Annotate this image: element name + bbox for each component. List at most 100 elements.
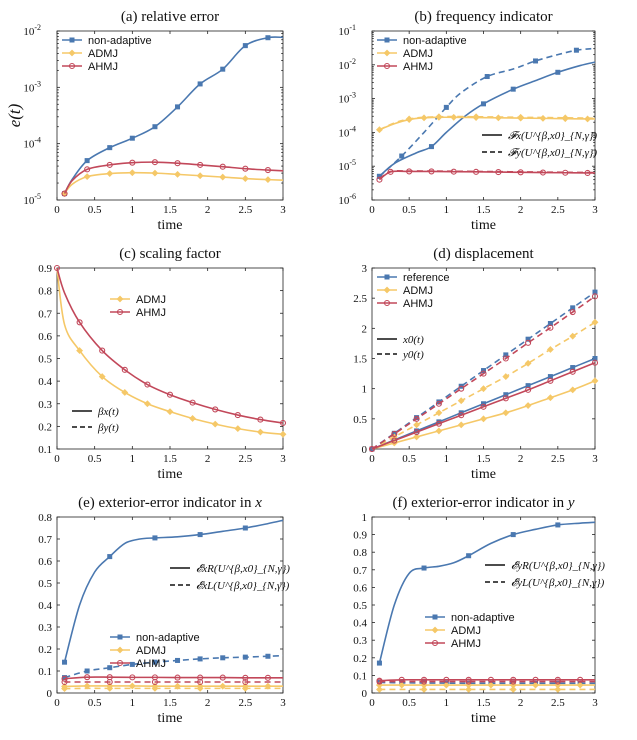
data-point	[443, 676, 450, 683]
data-point	[569, 368, 576, 375]
data-point	[480, 385, 487, 393]
x-tick-label: 0.5	[88, 697, 102, 709]
y-tick-label: 0.2	[38, 421, 52, 433]
data-point	[53, 264, 61, 272]
data-point	[502, 409, 510, 417]
series-group	[61, 519, 284, 693]
x-tick-label: 1.5	[477, 204, 491, 216]
data-point	[546, 394, 554, 402]
data-point	[510, 678, 517, 685]
x-tick-label: 2.5	[238, 697, 252, 709]
legend-label: AHMJ	[136, 307, 166, 319]
data-point	[98, 373, 106, 381]
x-tick-label: 1.5	[477, 453, 491, 465]
data-point	[413, 429, 420, 436]
data-point	[517, 113, 525, 121]
x-tick-label: 0	[369, 204, 375, 216]
legend-label: ADMJ	[403, 285, 433, 297]
y-tick-label: 0.2	[353, 653, 367, 665]
data-point	[166, 408, 174, 416]
data-point	[584, 115, 591, 123]
data-point	[174, 674, 181, 681]
data-point	[121, 389, 129, 396]
data-point	[420, 678, 428, 685]
series-line	[56, 267, 284, 424]
y-tick-label: 0.1	[38, 444, 52, 456]
data-point	[279, 430, 287, 438]
x-axis-label: time	[471, 467, 496, 482]
data-point	[106, 161, 113, 168]
series-line	[371, 295, 596, 450]
data-point	[242, 654, 248, 660]
data-point	[220, 66, 226, 72]
y-tick-label: 1	[362, 512, 368, 524]
series-line	[64, 654, 284, 679]
legend-label: ADMJ	[88, 48, 118, 60]
x-tick-label: 2.5	[551, 453, 565, 465]
x-axis-label: time	[471, 711, 496, 726]
y-tick-label: 1	[362, 384, 368, 396]
style-legend-label: 𝓔yR(U^{β,x0}_{N,γ})	[511, 560, 605, 572]
series-line	[378, 169, 596, 180]
data-point	[264, 176, 272, 184]
data-point	[151, 684, 159, 692]
data-point	[391, 437, 398, 444]
data-point	[503, 352, 509, 358]
panel-title: (f) exterior-error indicator in y	[392, 495, 574, 511]
style-legend: 𝓕x(U^{β,x0}_{N,γ}) 𝓕y(U^{β,x0}_{N,γ})	[482, 130, 597, 159]
data-point	[197, 161, 204, 168]
style-legend: 𝓔xR(U^{β,x0}_{N,γ}) 𝓔xL(U^{β,x0}_{N,γ})	[170, 563, 290, 592]
series-line	[63, 171, 284, 195]
panel-b: (b) frequency indicator 0 0.5 1 1.5 2 2.5 3 10-6…	[338, 9, 598, 233]
legend-marker-ADMJ	[116, 646, 124, 654]
data-point	[84, 166, 91, 173]
data-point	[376, 660, 382, 666]
legend-marker-AHMJ	[431, 639, 439, 647]
y-tick-label: 10-2	[338, 57, 356, 72]
y-tick-label: 0.1	[38, 666, 52, 678]
data-point	[107, 554, 113, 560]
x-tick-label: 1.5	[163, 453, 177, 465]
x-axis-label: time	[158, 711, 183, 726]
legend-marker-AHMJ	[383, 299, 391, 307]
style-legend-label: 𝓕y(U^{β,x0}_{N,γ})	[508, 147, 597, 159]
y-tick-label: 0.5	[353, 414, 367, 426]
data-point	[368, 445, 376, 453]
data-point	[189, 399, 196, 406]
y-tick-label: 0.8	[38, 286, 52, 298]
legend-marker-non_adaptive	[432, 614, 438, 620]
data-point	[265, 35, 271, 41]
data-point	[212, 406, 219, 413]
x-tick-label: 0	[54, 697, 60, 709]
panel-d: (d) displacement 0 0.5 1 1.5 2 2.5 3 0 0.5 1 1.5 2 2.…	[353, 246, 599, 482]
x-tick-label: 2	[205, 204, 211, 216]
panel-title: (e) exterior-error indicator in x	[78, 495, 262, 511]
x-tick-label: 2.5	[238, 453, 252, 465]
data-point	[242, 165, 249, 172]
data-point	[128, 682, 136, 690]
legend-marker-AHMJ	[383, 62, 391, 70]
data-point	[219, 674, 226, 681]
data-point	[99, 347, 106, 354]
data-point	[539, 114, 547, 122]
data-point	[472, 113, 480, 121]
data-point	[242, 43, 248, 49]
legend-marker-AHMJ	[68, 62, 76, 70]
legend-marker-AHMJ	[116, 659, 124, 667]
data-point	[279, 419, 287, 427]
data-point	[532, 681, 539, 689]
series-group	[376, 521, 596, 693]
data-point	[152, 124, 158, 130]
data-point	[458, 412, 465, 419]
data-point	[510, 86, 516, 92]
data-point	[502, 355, 509, 362]
panel-a: (a) relative error 0 0.5 1 1.5 2 2.5 3 10-5 10-4 1…	[5, 9, 286, 233]
y-tick-label: 2	[362, 323, 368, 335]
data-point	[84, 674, 91, 681]
data-point	[264, 167, 271, 174]
series-line	[378, 47, 592, 177]
y-tick-label: 10-3	[23, 79, 41, 94]
data-point	[220, 655, 226, 661]
x-tick-label: 0	[369, 697, 375, 709]
